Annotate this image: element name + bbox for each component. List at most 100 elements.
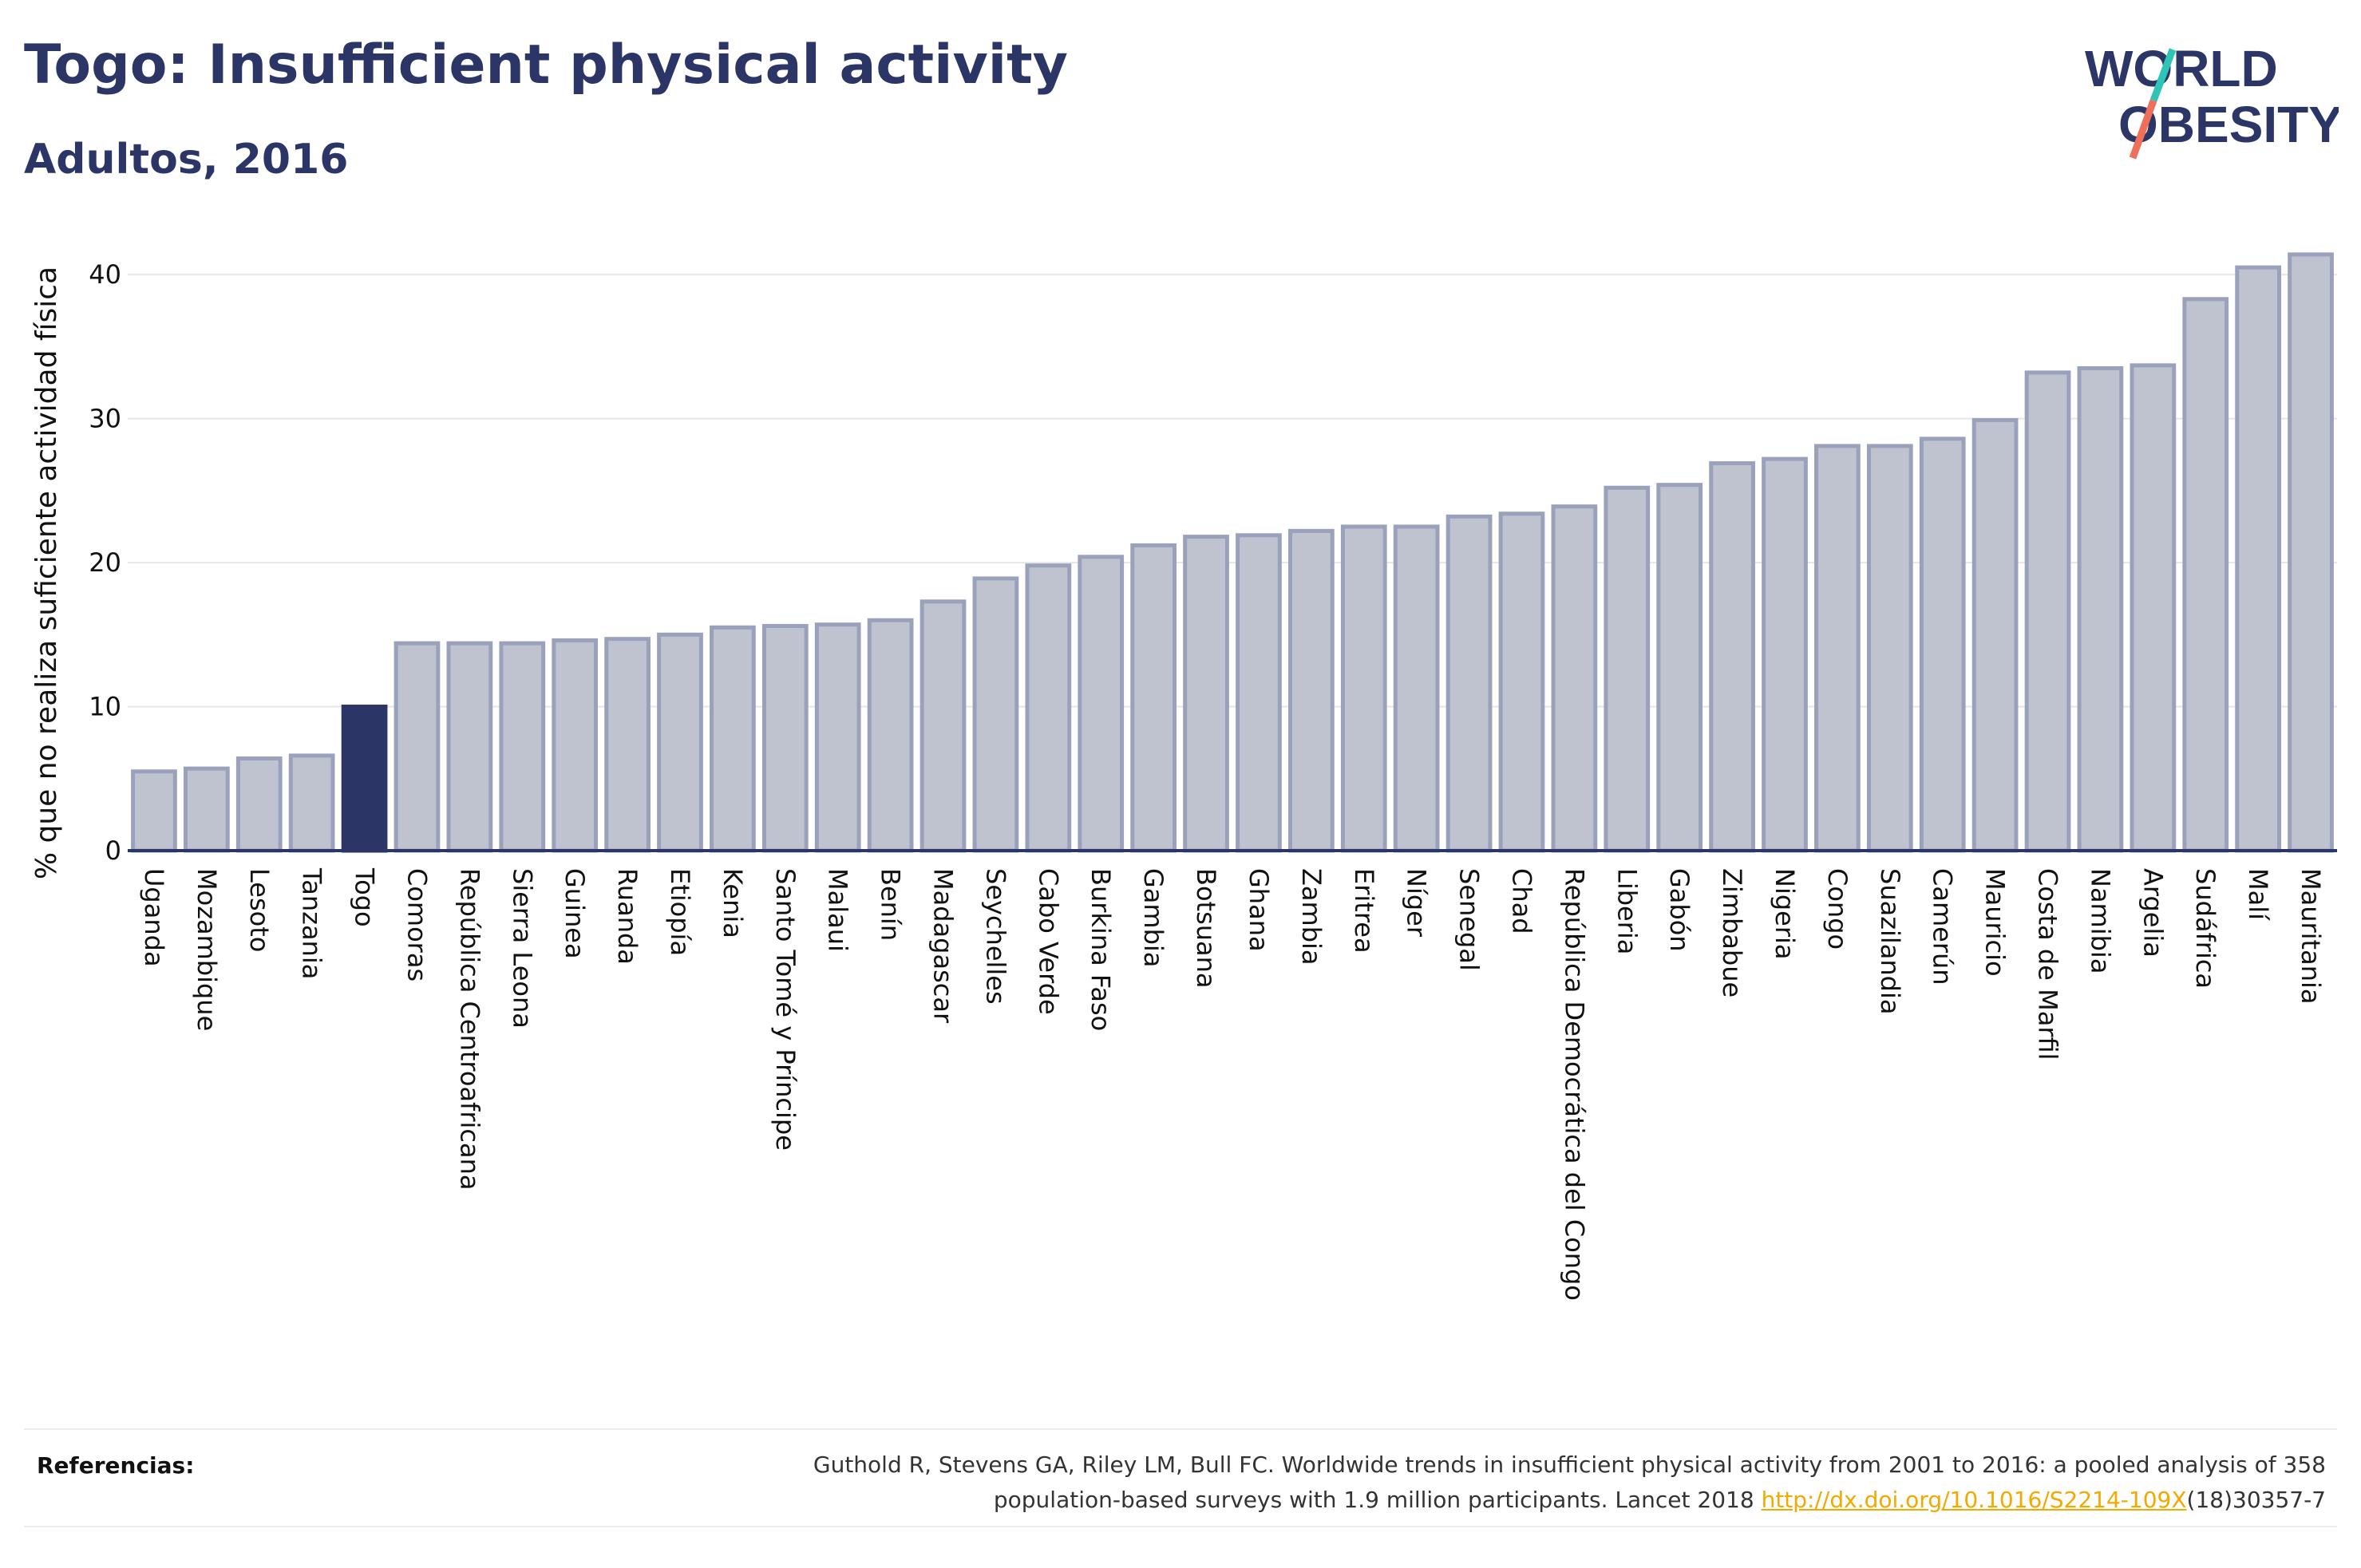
bar-highlight bbox=[341, 705, 388, 853]
logo-slash-top bbox=[2149, 48, 2177, 102]
x-tick-label: Togo bbox=[350, 867, 380, 927]
bar bbox=[1551, 504, 1598, 853]
x-tick-label: Cabo Verde bbox=[1033, 868, 1063, 1015]
bar bbox=[972, 576, 1019, 853]
y-tick-label: 10 bbox=[89, 692, 121, 722]
bar bbox=[1604, 485, 1651, 853]
x-tick-label: Sudáfrica bbox=[2190, 868, 2221, 989]
x-tick-label: Kenia bbox=[718, 868, 748, 938]
bar bbox=[1919, 436, 1966, 853]
bar bbox=[814, 622, 861, 853]
bar bbox=[552, 638, 599, 853]
chart-subtitle: Adultos, 2016 bbox=[24, 136, 349, 184]
x-tick-label: Níger bbox=[1402, 868, 1432, 938]
x-tick-label: Gabón bbox=[1664, 868, 1695, 952]
x-tick-label: Costa de Marfil bbox=[2033, 868, 2063, 1060]
x-tick-label: Uganda bbox=[139, 868, 169, 967]
x-tick-label: Etiopía bbox=[665, 868, 695, 956]
x-tick-label: Burkina Faso bbox=[1086, 868, 1116, 1031]
x-tick-label: Suazilandia bbox=[1875, 868, 1905, 1014]
x-tick-label: Camerún bbox=[1928, 868, 1958, 985]
world-obesity-logo: WORLD OBESITY bbox=[2085, 40, 2339, 160]
bar bbox=[1236, 533, 1282, 853]
bar bbox=[867, 618, 914, 853]
x-tick-label: Botsuana bbox=[1191, 868, 1221, 989]
bar bbox=[1445, 514, 1493, 853]
bar bbox=[1025, 563, 1072, 853]
x-tick-label: Santo Tomé y Príncipe bbox=[770, 868, 801, 1151]
bar bbox=[1762, 456, 1808, 853]
bar bbox=[710, 625, 756, 853]
x-tick-label: Benín bbox=[876, 868, 906, 941]
references-section: Referencias: Guthold R, Stevens GA, Rile… bbox=[24, 1428, 2337, 1527]
x-tick-label: República Centroafricana bbox=[454, 868, 484, 1190]
x-tick-label: Ruanda bbox=[612, 868, 643, 965]
x-tick-label: Mauricio bbox=[1980, 868, 2011, 977]
x-tick-label: Chad bbox=[1506, 868, 1536, 934]
bar bbox=[288, 753, 335, 853]
x-tick-label: Lesoto bbox=[244, 868, 275, 952]
bar bbox=[2130, 363, 2177, 853]
x-tick-label: Guinea bbox=[560, 868, 590, 959]
y-tick-label: 40 bbox=[89, 259, 121, 290]
bar bbox=[2182, 297, 2229, 853]
bar bbox=[657, 632, 703, 853]
bar bbox=[1656, 483, 1703, 853]
y-axis-label: % que no realiza suficiente actividad fí… bbox=[30, 267, 63, 879]
bar bbox=[446, 641, 493, 853]
logo-slash-bottom bbox=[2129, 99, 2157, 160]
bar bbox=[1709, 461, 1755, 853]
bar bbox=[131, 769, 177, 853]
x-tick-label: Gambia bbox=[1138, 868, 1169, 967]
y-tick-label: 30 bbox=[89, 404, 121, 434]
bar bbox=[2077, 365, 2124, 853]
bar bbox=[2235, 265, 2282, 853]
bar bbox=[1814, 444, 1861, 853]
x-tick-label: Zimbabue bbox=[1717, 868, 1747, 997]
x-tick-label: Congo bbox=[1822, 868, 1853, 950]
y-tick-label: 20 bbox=[89, 547, 121, 578]
bar bbox=[1287, 528, 1335, 853]
bar bbox=[1971, 417, 2019, 853]
bar bbox=[235, 756, 283, 853]
bar bbox=[1866, 444, 1913, 853]
x-tick-label: República Democrática del Congo bbox=[1559, 868, 1589, 1301]
bar bbox=[919, 599, 967, 853]
chart-title: Togo: Insufficient physical activity bbox=[24, 34, 1068, 97]
bar bbox=[604, 637, 651, 853]
logo-text-world: WORLD bbox=[2085, 40, 2278, 97]
references-line1: Guthold R, Stevens GA, Riley LM, Bull FC… bbox=[813, 1451, 2326, 1478]
bar bbox=[1393, 524, 1440, 853]
x-tick-label: Comoras bbox=[401, 868, 432, 981]
x-tick-label: Sierra Leona bbox=[507, 868, 537, 1029]
bar bbox=[1340, 524, 1387, 853]
x-tick-label: Mozambique bbox=[192, 868, 222, 1031]
bar bbox=[761, 623, 809, 853]
bar bbox=[394, 641, 441, 853]
x-tick-label: Malí bbox=[2243, 868, 2273, 921]
bar bbox=[1078, 555, 1125, 853]
x-tick-label: Malaui bbox=[823, 868, 853, 952]
references-doi-link[interactable]: http://dx.doi.org/10.1016/S2214-109X bbox=[1761, 1487, 2187, 1513]
x-tick-label: Argelia bbox=[2138, 868, 2168, 958]
references-line2-post: (18)30357-7 bbox=[2186, 1487, 2326, 1513]
x-tick-label: Nigeria bbox=[1770, 868, 1800, 959]
x-tick-label: Seychelles bbox=[980, 868, 1010, 1005]
x-tick-label: Namibia bbox=[2085, 868, 2115, 974]
x-tick-label: Senegal bbox=[1454, 868, 1485, 971]
bar bbox=[1130, 543, 1177, 853]
y-tick-label: 0 bbox=[105, 835, 121, 866]
x-tick-label: Ghana bbox=[1244, 868, 1274, 952]
bar bbox=[1183, 535, 1229, 853]
bar-chart: 0 10 20 30 40 % que no realiza suficiente act… bbox=[30, 252, 2337, 1301]
x-tick-label: Madagascar bbox=[928, 868, 959, 1024]
references-line2-pre: population-based surveys with 1.9 millio… bbox=[993, 1487, 1762, 1513]
x-tick-label: Mauritania bbox=[2296, 868, 2326, 1004]
x-tick-label: Liberia bbox=[1612, 868, 1642, 954]
x-tick-label: Tanzania bbox=[297, 867, 327, 979]
bar bbox=[2288, 252, 2334, 853]
references-text: Guthold R, Stevens GA, Riley LM, Bull FC… bbox=[570, 1448, 2326, 1518]
bar bbox=[499, 641, 546, 853]
references-label: Referencias: bbox=[37, 1452, 195, 1479]
x-tick-label: Eritrea bbox=[1349, 868, 1379, 954]
